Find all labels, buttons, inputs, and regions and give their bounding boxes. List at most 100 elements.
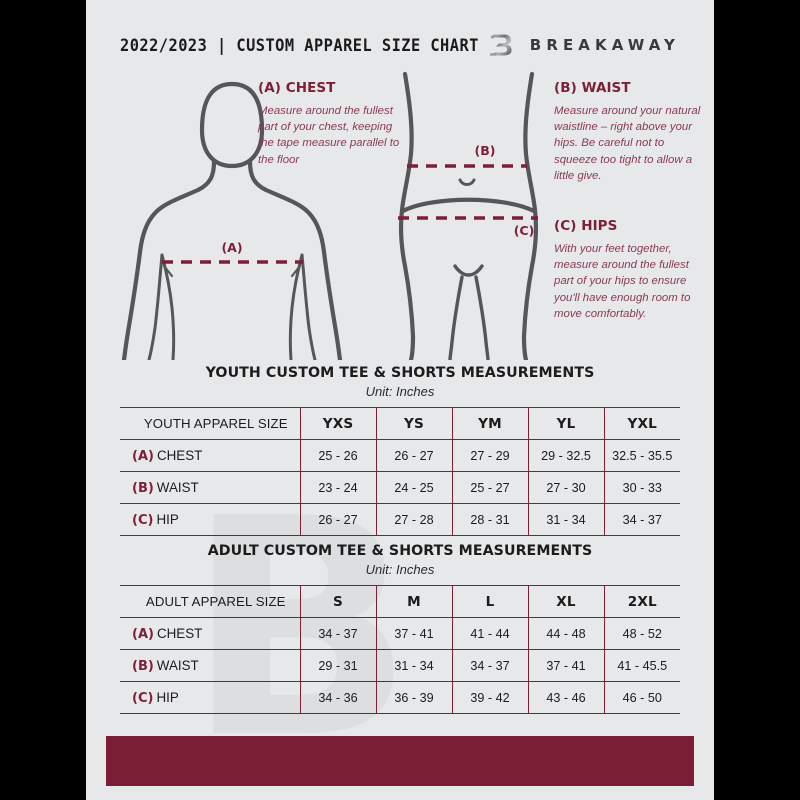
- callout-waist-title: (B) WAIST: [554, 80, 631, 96]
- youth-r0-c3: 29 - 32.5: [527, 439, 604, 472]
- callout-chest-title: (A) CHEST: [258, 80, 336, 96]
- youth-size-col-1: YS: [375, 407, 452, 440]
- youth-row-2-tag: (C): [132, 512, 154, 528]
- youth-r0-c2: 27 - 29: [451, 439, 528, 472]
- chest-marker-label: (A): [221, 240, 242, 255]
- adult-r0-c2: 41 - 44: [451, 617, 528, 650]
- callout-waist-body: Measure around your natural waistline – …: [554, 105, 701, 182]
- youth-size-col-2: YM: [451, 407, 528, 440]
- youth-row-1-tag: (B): [132, 480, 154, 496]
- adult-r2-c2: 39 - 42: [451, 681, 528, 714]
- youth-r0-c4: 32.5 - 35.5: [603, 439, 680, 472]
- breakaway-b-logo-icon: [489, 34, 512, 56]
- youth-row-0-label: (A) CHEST: [120, 439, 300, 472]
- adult-r1-c3: 37 - 41: [527, 649, 604, 682]
- male-torso-front-illustration: (A): [121, 81, 343, 360]
- callout-waist: (B) WAIST Measure around your natural wa…: [554, 80, 704, 184]
- youth-table-header-row: YOUTH APPAREL SIZE YXS YS YM YL YXL: [120, 407, 680, 440]
- adult-row-0-name: CHEST: [156, 625, 203, 641]
- adult-row-1-name: WAIST: [156, 657, 199, 673]
- adult-r2-c3: 43 - 46: [527, 681, 604, 714]
- youth-r1-c0: 23 - 24: [299, 471, 376, 504]
- page-header: 2022/2023 | CUSTOM APPAREL SIZE CHART: [120, 28, 680, 62]
- adult-row-0-label: (A) CHEST: [120, 617, 300, 650]
- youth-r1-c4: 30 - 33: [603, 471, 680, 504]
- sheet: B 2022/2023 | CUSTOM APPAREL SIZE CHART: [86, 0, 714, 800]
- youth-r2-c0: 26 - 27: [299, 503, 376, 536]
- callout-hips: (C) HIPS With your feet together, measur…: [554, 218, 706, 322]
- adult-table-header-row: ADULT APPAREL SIZE S M L XL 2XL: [120, 585, 680, 618]
- hips-marker-label: (C): [514, 223, 535, 238]
- adult-size-col-4: 2XL: [603, 585, 680, 618]
- youth-r2-c1: 27 - 28: [375, 503, 452, 536]
- adult-r1-c4: 41 - 45.5: [603, 649, 680, 682]
- adult-table-unit: Unit: Inches: [365, 562, 435, 577]
- table-row: (C) HIP 34 - 36 36 - 39 39 - 42 43 - 46 4…: [120, 681, 680, 714]
- male-hips-front-illustration: (B) (C): [398, 71, 539, 360]
- brand-name: BREAKAWAY: [529, 36, 680, 54]
- youth-size-col-4: YXL: [603, 407, 680, 440]
- adult-r2-c0: 34 - 36: [299, 681, 376, 714]
- adult-r0-c1: 37 - 41: [375, 617, 452, 650]
- youth-row-0-tag: (A): [132, 448, 154, 464]
- youth-r1-c1: 24 - 25: [375, 471, 452, 504]
- youth-row-1-label: (B) WAIST: [120, 471, 300, 504]
- adult-r1-c0: 29 - 31: [299, 649, 376, 682]
- youth-r1-c3: 27 - 30: [527, 471, 604, 504]
- footer-bar: [106, 736, 694, 786]
- youth-r2-c2: 28 - 31: [451, 503, 528, 536]
- youth-row-2-name: HIP: [156, 511, 179, 527]
- adult-r0-c4: 48 - 52: [603, 617, 680, 650]
- adult-table-title: ADULT CUSTOM TEE & SHORTS MEASUREMENTS: [207, 543, 593, 559]
- adult-r2-c1: 36 - 39: [375, 681, 452, 714]
- youth-row-0-name: CHEST: [156, 447, 203, 463]
- adult-row-0-tag: (A): [132, 626, 154, 642]
- adult-row-2-tag: (C): [132, 690, 154, 706]
- adult-size-col-2: L: [451, 585, 528, 618]
- callout-chest-body: Measure around the fullest part of your …: [258, 105, 400, 166]
- youth-table-title: YOUTH CUSTOM TEE & SHORTS MEASUREMENTS: [205, 365, 595, 381]
- adult-row-2-label: (C) HIP: [120, 681, 300, 714]
- brand-block: BREAKAWAY: [487, 28, 680, 62]
- youth-size-table: YOUTH APPAREL SIZE YXS YS YM YL YXL (A) C…: [120, 407, 680, 536]
- navel-mark: [458, 178, 476, 186]
- youth-size-col-3: YL: [527, 407, 604, 440]
- table-row: (A) CHEST 34 - 37 37 - 41 41 - 44 44 - 48…: [120, 617, 680, 650]
- adult-r1-c1: 31 - 34: [375, 649, 452, 682]
- youth-r1-c2: 25 - 27: [451, 471, 528, 504]
- youth-r2-c3: 31 - 34: [527, 503, 604, 536]
- table-row: (B) WAIST 23 - 24 24 - 25 25 - 27 27 - 30…: [120, 471, 680, 504]
- adult-r0-c0: 34 - 37: [299, 617, 376, 650]
- adult-size-table: ADULT APPAREL SIZE S M L XL 2XL (A) CHEST…: [120, 585, 680, 714]
- youth-table-block: YOUTH CUSTOM TEE & SHORTS MEASUREMENTS U…: [120, 365, 680, 536]
- table-row: (A) CHEST 25 - 26 26 - 27 27 - 29 29 - 32…: [120, 439, 680, 472]
- adult-r2-c4: 46 - 50: [603, 681, 680, 714]
- youth-r0-c0: 25 - 26: [299, 439, 376, 472]
- adult-header-label: ADULT APPAREL SIZE: [120, 585, 300, 618]
- measurement-diagram: (A): [86, 70, 714, 360]
- page-title: 2022/2023 | CUSTOM APPAREL SIZE CHART: [120, 35, 479, 55]
- youth-r2-c4: 34 - 37: [603, 503, 680, 536]
- table-row: (B) WAIST 29 - 31 31 - 34 34 - 37 37 - 41…: [120, 649, 680, 682]
- youth-size-col-0: YXS: [299, 407, 376, 440]
- adult-r0-c3: 44 - 48: [527, 617, 604, 650]
- youth-table-unit: Unit: Inches: [365, 384, 435, 399]
- waist-marker-label: (B): [475, 143, 496, 158]
- callout-hips-title: (C) HIPS: [554, 218, 618, 234]
- adult-table-block: ADULT CUSTOM TEE & SHORTS MEASUREMENTS U…: [120, 543, 680, 714]
- adult-size-col-0: S: [299, 585, 376, 618]
- youth-header-label: YOUTH APPAREL SIZE: [120, 407, 300, 440]
- table-row: (C) HIP 26 - 27 27 - 28 28 - 31 31 - 34 3…: [120, 503, 680, 536]
- youth-r0-c1: 26 - 27: [375, 439, 452, 472]
- youth-row-2-label: (C) HIP: [120, 503, 300, 536]
- adult-row-2-name: HIP: [156, 689, 179, 705]
- youth-row-1-name: WAIST: [156, 479, 199, 495]
- callout-hips-body: With your feet together, measure around …: [554, 243, 691, 320]
- adult-r1-c2: 34 - 37: [451, 649, 528, 682]
- adult-size-col-3: XL: [527, 585, 604, 618]
- adult-size-col-1: M: [375, 585, 452, 618]
- adult-row-1-label: (B) WAIST: [120, 649, 300, 682]
- callout-chest: (A) CHEST Measure around the fullest par…: [258, 80, 408, 168]
- adult-row-1-tag: (B): [132, 658, 154, 674]
